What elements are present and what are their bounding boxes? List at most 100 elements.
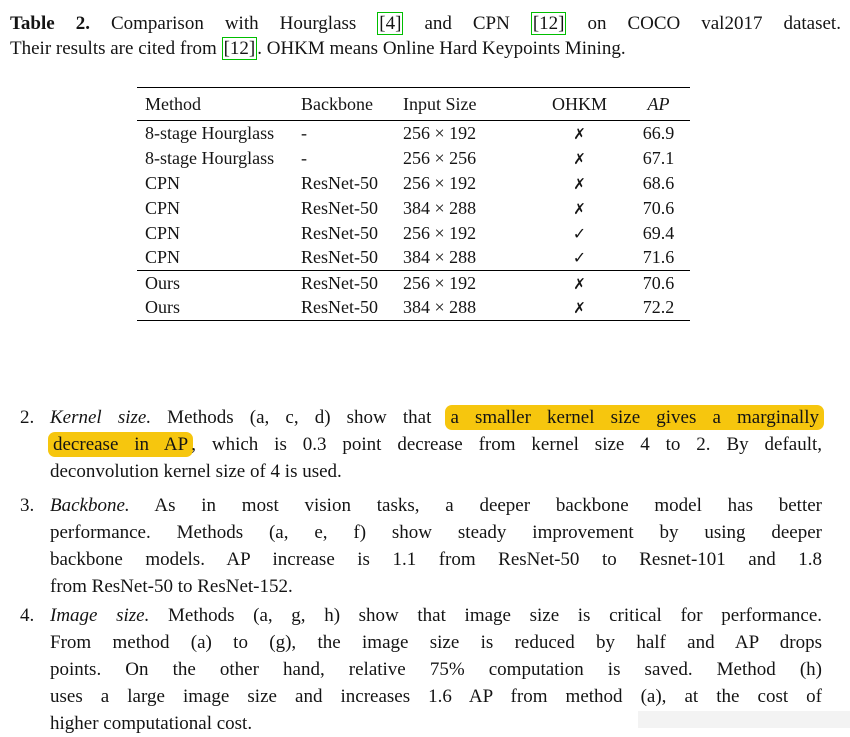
faded-highlight-artifact [638,711,850,728]
table-cell: 8-stage Hourglass [145,147,275,168]
column-header: Input Size [402,87,532,121]
text-line: Table 2. Comparison with Hourglass [4] a… [10,11,841,36]
table-cell: CPN [145,222,181,243]
check-mark-icon: ✓ [572,223,587,243]
table-row: 8-stage Hourglass - 256 × 192 ✗ 66.9 [137,121,690,146]
highlighted-text: a smaller kernel size gives a marginally [445,405,824,430]
table-cell: 71.6 [642,247,675,268]
citation-link[interactable]: [4] [377,12,404,35]
table-cell: 72.2 [642,297,675,318]
table-row: Ours ResNet-50 256 × 192 ✗ 70.6 [137,270,690,296]
table-cell: - [301,122,307,143]
table-cell: 256 × 192 [403,172,477,193]
column-header: AP [627,87,690,121]
citation-link[interactable]: [12] [221,37,258,60]
table-cell: ✗ [532,196,627,221]
text-segment: higher computational cost. [50,713,253,734]
cross-mark-icon: ✗ [573,124,586,143]
table-cell: ✗ [532,296,627,321]
table-row: CPN ResNet-50 384 × 288 ✗ 70.6 [137,196,690,221]
list-item-kernel-size: 2. Kernel size. Methods (a, c, d) show t… [20,404,824,485]
text-segment: on COCO val2017 dataset. [566,13,841,34]
cross-mark-icon: ✗ [573,299,586,318]
results-table-wrapper: Method Backbone Input Size OHKM AP 8-stage H… [137,87,690,321]
table-cell: 256 × 256 [403,147,477,168]
header-row: Method Backbone Input Size OHKM AP [137,87,690,121]
text-line: Backbone. As in most vision tasks, a dee… [50,492,822,519]
text-segment: Backbone. [50,495,130,516]
table-header: Method Backbone Input Size OHKM AP [137,87,690,121]
table-cell: - [301,147,307,168]
item-number: 3. [20,495,35,516]
item-number: 4. [20,605,35,626]
text-line: performance. Methods (a, e, f) show stea… [50,519,822,546]
text-line: Their results are cited from [12]. OHKM … [10,36,841,61]
text-segment: points. On the other hand, relative 75% … [50,659,822,680]
citation-link[interactable]: [12] [530,12,567,35]
text-line: backbone models. AP increase is 1.1 from… [50,546,822,573]
text-line: deconvolution kernel size of 4 is used. [50,458,822,485]
column-header: Backbone [300,87,402,121]
table-cell: ✗ [532,146,627,171]
table-cell: ✗ [532,270,627,296]
table-cell: 68.6 [642,172,675,193]
table-cell: ResNet-50 [300,270,402,296]
table-cell: ResNet-50 [301,222,378,243]
column-header: OHKM [532,87,627,121]
table-cell: ResNet-50 [301,297,378,318]
table-cell: 384 × 288 [403,197,477,218]
table-cell: CPN [145,197,181,218]
column-header: Method [137,87,300,121]
text-line: uses a large image size and increases 1.… [50,683,822,710]
text-line: From method (a) to (g), the image size i… [50,629,822,656]
highlighted-text: decrease in AP [48,432,194,457]
list-item-backbone: 3. Backbone. As in most vision tasks, a … [20,492,822,600]
table-cell: 384 × 288 [403,297,477,318]
table-caption: Table 2. Comparison with Hourglass [4] a… [10,11,841,61]
table-cell: 66.9 [642,122,675,143]
table-cell: 384 × 288 [403,247,477,268]
text-line: points. On the other hand, relative 75% … [50,656,822,683]
table-row: CPN ResNet-50 256 × 192 ✓ 69.4 [137,221,690,246]
text-segment: Table 2. [10,13,90,34]
table-cell: ✗ [532,171,627,196]
text-segment: performance. Methods (a, e, f) show stea… [50,522,822,543]
cross-mark-icon: ✗ [573,274,586,293]
table-cell: CPN [145,247,181,268]
text-segment: Methods (a, c, d) show that [151,407,448,428]
text-line: Kernel size. Methods (a, c, d) show that… [50,404,824,431]
table-cell: 69.4 [642,222,675,243]
text-segment: Their results are cited from [10,38,222,59]
table-cell: 256 × 192 [402,270,532,296]
text-line: decrease in AP, which is 0.3 point decre… [48,431,823,458]
results-table: Method Backbone Input Size OHKM AP 8-stage H… [137,87,690,321]
table-cell: ResNet-50 [301,247,378,268]
text-segment: Image size. [50,605,150,626]
table-cell: ✓ [532,221,627,246]
text-segment: As in most vision tasks, a deeper backbo… [129,495,822,516]
text-segment: . OHKM means Online Hard Keypoints Minin… [257,38,626,59]
list-item-image-size: 4. Image size. Methods (a, g, h) show th… [20,602,822,737]
text-segment: From method (a) to (g), the image size i… [50,632,822,653]
table-row: CPN ResNet-50 384 × 288 ✓ 71.6 [137,246,690,271]
text-segment: from ResNet-50 to ResNet-152. [50,576,293,597]
item-number: 2. [20,407,35,428]
text-segment: backbone models. AP increase is 1.1 from… [50,549,822,570]
text-segment: Methods (a, g, h) show that image size i… [149,605,823,626]
table-cell: ✓ [532,246,627,271]
text-segment: and CPN [403,13,531,34]
table-cell: 70.6 [642,197,675,218]
table-cell: 70.6 [627,270,690,296]
cross-mark-icon: ✗ [573,174,586,193]
text-line: Image size. Methods (a, g, h) show that … [50,602,822,629]
cross-mark-icon: ✗ [573,199,586,218]
table-cell: ResNet-50 [301,172,378,193]
table-cell: 256 × 192 [403,222,477,243]
text-segment: deconvolution kernel size of 4 is used. [50,461,342,482]
text-segment: uses a large image size and increases 1.… [50,686,822,707]
text-segment: , which is 0.3 point decrease from kerne… [191,434,823,455]
text-segment: Comparison with Hourglass [89,13,378,34]
text-line: higher computational cost. [50,710,822,737]
text-segment: Kernel size. [50,407,152,428]
